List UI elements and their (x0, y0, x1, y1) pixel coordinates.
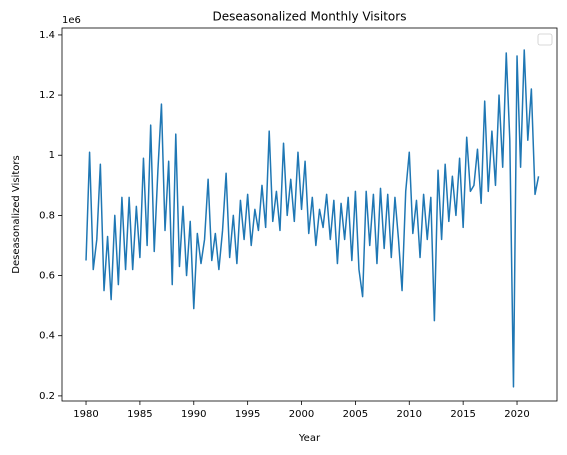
y-tick-label: 1.4 (39, 30, 55, 41)
y-offset-label: 1e6 (62, 15, 81, 26)
y-tick-label: 0.2 (39, 391, 55, 402)
axes-frame (61, 27, 558, 402)
y-tick-label: 0.8 (39, 210, 55, 221)
y-tick-label: 1.2 (39, 90, 55, 101)
y-tick-label: 1 (49, 150, 55, 161)
x-tick-label: 1985 (127, 409, 152, 420)
x-tick-label: 2000 (289, 409, 314, 420)
line (85, 49, 540, 388)
legend (537, 33, 553, 46)
x-tick-label: 1995 (235, 409, 260, 420)
x-tick-label: 2005 (343, 409, 368, 420)
x-axis-label: Year (298, 433, 321, 444)
chart-title: Deseasonalized Monthly Visitors (213, 10, 407, 24)
y-axis-label: Deseasonalized Visitors (11, 155, 22, 273)
x-tick-label: 2020 (504, 409, 529, 420)
y-tick-label: 0.4 (39, 331, 55, 342)
x-tick-label: 2015 (450, 409, 475, 420)
x-tick-label: 1990 (181, 409, 206, 420)
x-tick-label: 2010 (397, 409, 422, 420)
y-tick-label: 0.6 (39, 271, 55, 282)
x-tick-label: 1980 (73, 409, 98, 420)
